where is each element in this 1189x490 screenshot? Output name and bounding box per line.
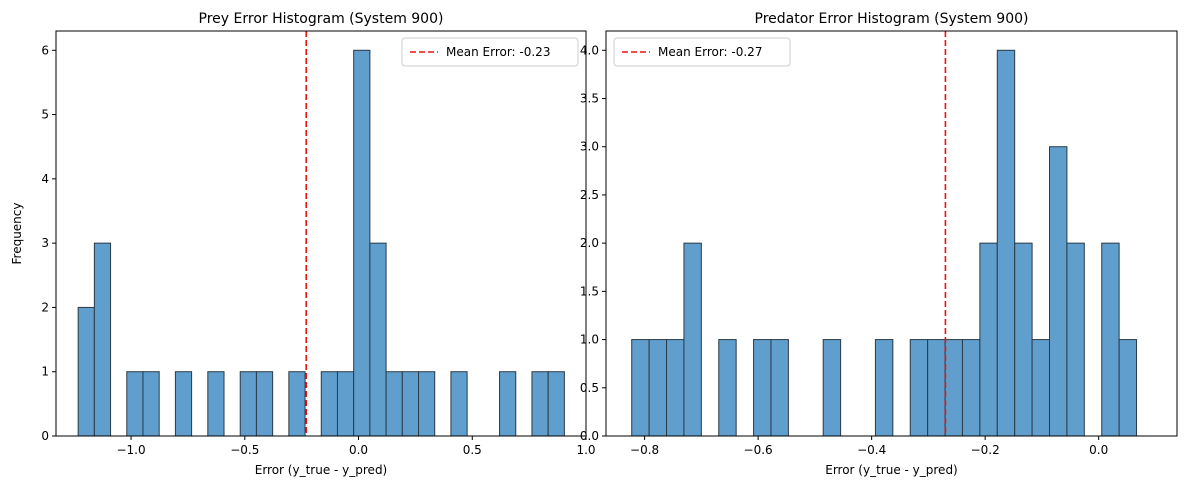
prey-x-tick-label-3: 0.5 — [463, 443, 482, 457]
predator-y-tick-label-4: 2.0 — [580, 236, 599, 250]
predator-bar-22 — [1014, 242, 1033, 437]
predator-y-tick-label-1: 0.5 — [580, 381, 599, 395]
predator-y-tick-label-6: 3.0 — [580, 140, 599, 154]
predator-y-tick-label-7: 3.5 — [580, 92, 599, 106]
prey-legend-box — [401, 37, 579, 67]
predator-histogram-chart: −0.8 −0.6 −0.4 −0.2 0.0 0.0 0.5 1.0 1.5 2.0 2.5 3.0… — [580, 11, 1178, 477]
prey-bar-13 — [288, 371, 306, 437]
predator-legend-box — [613, 37, 791, 67]
prey-y-tick-label-1: 1 — [41, 365, 49, 379]
prey-x-tick-label-4: 1.0 — [576, 443, 595, 457]
prey-bar-21 — [418, 371, 436, 437]
prey-bar-29 — [547, 371, 565, 437]
predator-x-tick-label-4: 0.0 — [1089, 443, 1108, 457]
prey-bar-11 — [255, 371, 274, 437]
prey-bar-26 — [499, 371, 517, 437]
predator-bar-14 — [874, 339, 894, 437]
predator-bar-17 — [927, 339, 946, 437]
prey-bar-10 — [239, 371, 257, 437]
prey-bar-17 — [353, 49, 371, 437]
predator-x-tick-label-3: −0.2 — [971, 443, 1000, 457]
predator-x-tick-label-0: −0.8 — [630, 443, 659, 457]
predator-x-tick-label-1: −0.6 — [744, 443, 773, 457]
predator-bar-23 — [1031, 339, 1051, 437]
prey-bar-1 — [93, 242, 112, 437]
predator-bar-0 — [631, 339, 650, 437]
predator-bar-3 — [683, 242, 702, 437]
prey-bar-15 — [320, 371, 338, 437]
predator-bar-25 — [1066, 242, 1085, 437]
predator-y-tick-label-8: 4.0 — [580, 43, 599, 57]
prey-y-axis-label: Frequency — [10, 203, 24, 265]
predator-bar-7 — [753, 339, 772, 437]
prey-bar-16 — [336, 371, 355, 437]
prey-x-tick-label-2: 0.0 — [349, 443, 368, 457]
prey-y-tick-label-5: 5 — [41, 108, 49, 122]
prey-chart-title: Prey Error Histogram (System 900) — [199, 11, 444, 27]
predator-bar-2 — [666, 339, 685, 437]
predator-bar-1 — [648, 339, 668, 437]
prey-bar-28 — [531, 371, 549, 437]
prey-bar-0 — [77, 306, 95, 437]
predator-axes-frame — [605, 30, 1178, 437]
prey-x-tick-label-0: −1.0 — [116, 443, 145, 457]
prey-y-tick-label-2: 2 — [41, 300, 49, 314]
predator-y-tick-label-3: 1.5 — [580, 284, 599, 298]
prey-bar-6 — [174, 371, 193, 437]
predator-bar-18 — [944, 339, 963, 437]
predator-bar-8 — [770, 339, 789, 437]
prey-bar-19 — [385, 371, 403, 437]
prey-y-tick-label-3: 3 — [41, 236, 49, 250]
predator-y-tick-label-0: 0.0 — [580, 429, 599, 443]
prey-bar-4 — [142, 371, 160, 437]
prey-bar-18 — [369, 242, 387, 437]
predator-bar-5 — [718, 339, 737, 437]
predator-bar-27 — [1101, 242, 1120, 437]
prey-y-tick-label-0: 0 — [41, 429, 49, 443]
prey-y-tick-label-6: 6 — [41, 43, 49, 57]
prey-axes-frame — [55, 30, 587, 437]
predator-chart-title: Predator Error Histogram (System 900) — [755, 11, 1029, 27]
prey-bar-8 — [207, 371, 225, 437]
predator-legend-label: Mean Error: -0.27 — [658, 45, 762, 59]
predator-bar-28 — [1118, 339, 1138, 437]
predator-bar-24 — [1049, 146, 1068, 437]
predator-bar-11 — [822, 339, 842, 437]
predator-x-tick-label-2: −0.4 — [857, 443, 886, 457]
prey-y-tick-label-4: 4 — [41, 172, 49, 186]
prey-histogram-chart: −1.0 −0.5 0.0 0.5 1.0 0 1 2 3 4 5 6 Prey Error Histo… — [10, 11, 596, 477]
predator-x-axis-label: Error (y_true - y_pred) — [825, 463, 958, 477]
predator-bar-16 — [909, 339, 929, 437]
predator-bar-19 — [961, 339, 981, 437]
prey-bar-23 — [450, 371, 468, 437]
predator-y-tick-label-5: 2.5 — [580, 188, 599, 202]
prey-x-tick-label-1: −0.5 — [230, 443, 259, 457]
prey-x-axis-label: Error (y_true - y_pred) — [255, 463, 388, 477]
predator-bar-21 — [996, 49, 1016, 437]
predator-bar-20 — [979, 242, 998, 437]
prey-bar-3 — [126, 371, 144, 437]
prey-legend-label: Mean Error: -0.23 — [446, 45, 550, 59]
prey-bar-20 — [401, 371, 420, 437]
predator-y-tick-label-2: 1.0 — [580, 333, 599, 347]
